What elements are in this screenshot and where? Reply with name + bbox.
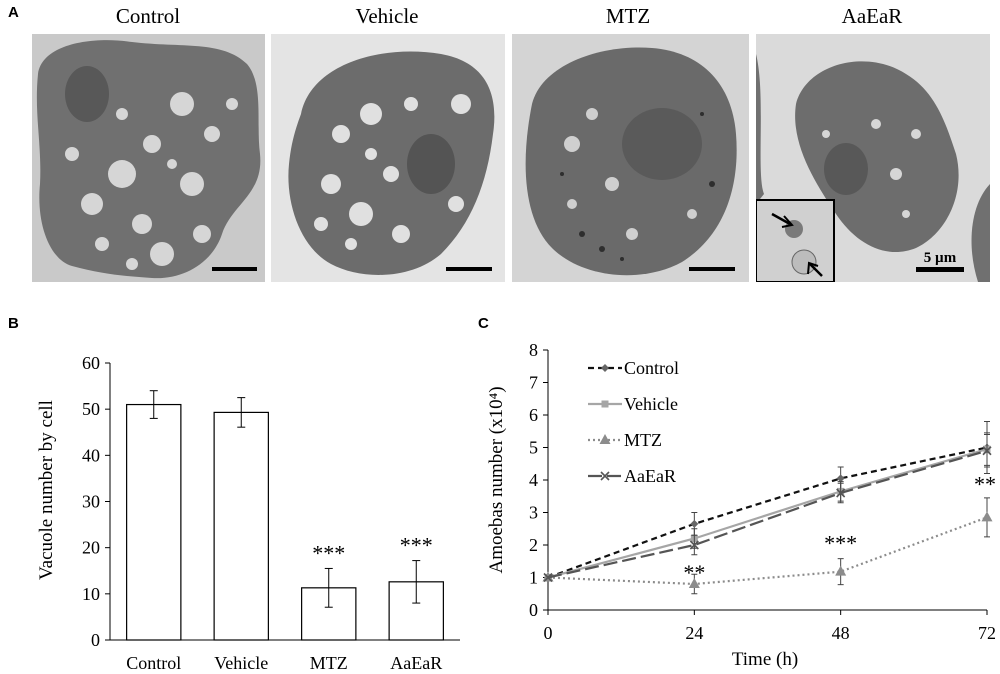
line-chart-y-tick-label: 4 <box>529 470 538 490</box>
micrograph-title-mtz: MTZ <box>605 4 651 28</box>
series-line-mtz <box>547 516 988 586</box>
bar-chart-x-tick-label: MTZ <box>310 653 348 673</box>
significance-marker: *** <box>824 530 857 555</box>
panel-a-letter: A <box>8 4 19 21</box>
significance-marker: ** <box>683 560 705 585</box>
legend-label-aaear: AaEaR <box>624 466 676 486</box>
line-chart-y-tick-label: 6 <box>529 405 538 425</box>
line-chart-y-tick-label: 0 <box>529 600 538 620</box>
significance-marker: ** <box>974 471 996 496</box>
legend-label-vehicle: Vehicle <box>624 394 678 414</box>
line-chart-y-tick-label: 3 <box>529 503 538 523</box>
series-line-control <box>547 446 988 579</box>
line-chart-x-label: Time (h) <box>732 649 798 670</box>
data-point-aaear <box>543 572 553 583</box>
micrograph-title-control: Control <box>115 4 181 28</box>
significance-marker: *** <box>312 540 345 565</box>
legend-label-control: Control <box>624 358 679 378</box>
bar-chart-y-tick-label: 0 <box>91 630 100 650</box>
bar-chart-x-tick-label: Control <box>126 653 181 673</box>
bar-chart-y-tick-label: 50 <box>82 399 100 419</box>
legend-marker-control <box>601 364 609 372</box>
bar-chart-y-label: Vacuole number by cell <box>36 400 57 580</box>
series-line-vehicle <box>547 448 988 579</box>
line-chart-y-tick-label: 2 <box>529 535 538 555</box>
bar-chart-y-tick-label: 30 <box>82 492 100 512</box>
data-point-aaear <box>689 540 699 550</box>
micrograph-vehicle <box>271 34 505 282</box>
line-chart-x-tick-label: 0 <box>544 623 553 643</box>
line-chart-x-tick-label: 24 <box>685 623 703 643</box>
scale-bar-label: 5 µm <box>924 250 957 266</box>
bar-chart-y-tick-label: 20 <box>82 538 100 558</box>
data-point-aaear <box>982 446 992 456</box>
data-point-mtz <box>688 578 700 588</box>
data-point-control <box>836 474 845 483</box>
bar-chart-y-tick-label: 60 <box>82 353 100 373</box>
data-point-aaear <box>836 488 846 498</box>
bar-chart-x-tick-label: AaEaR <box>390 653 442 673</box>
legend-marker-aaear <box>600 471 610 481</box>
legend-marker-vehicle <box>601 400 609 408</box>
micrograph-aaear: 5 µm <box>756 34 990 282</box>
significance-marker: *** <box>400 533 433 558</box>
bar-chart-vacuoles: *** *** 0 10 20 30 40 50 60 Control Vehicle MTZ AaE… <box>36 353 460 673</box>
line-chart-x-tick-label: 48 <box>832 623 850 643</box>
data-point-mtz <box>981 511 993 522</box>
bar-chart-y-tick-label: 10 <box>82 584 100 604</box>
line-chart-y-tick-label: 7 <box>529 373 538 393</box>
legend-marker-mtz <box>599 434 611 444</box>
legend-label-mtz: MTZ <box>624 430 662 450</box>
micrograph-title-aaear: AaEaR <box>841 4 903 28</box>
series-line-aaear <box>547 449 988 579</box>
bar-chart-x-tick-label: Vehicle <box>214 653 268 673</box>
data-point-mtz <box>835 565 847 576</box>
bar-chart-y-tick-label: 40 <box>82 445 100 465</box>
micrograph-mtz <box>512 34 749 282</box>
line-chart-y-tick-label: 8 <box>529 340 538 360</box>
panel-b-letter: B <box>8 315 19 332</box>
line-chart-y-tick-label: 1 <box>529 568 538 588</box>
line-chart-y-tick-label: 5 <box>529 438 538 458</box>
bar <box>213 411 269 641</box>
micrograph-title-vehicle: Vehicle <box>355 4 419 28</box>
line-chart-y-label: Amoebas number (x10⁴) <box>486 386 507 573</box>
panel-c-letter: C <box>478 315 489 332</box>
micrograph-control <box>32 34 265 282</box>
bar <box>126 403 182 641</box>
data-point-control <box>690 519 699 528</box>
line-chart-x-tick-label: 72 <box>978 623 996 643</box>
